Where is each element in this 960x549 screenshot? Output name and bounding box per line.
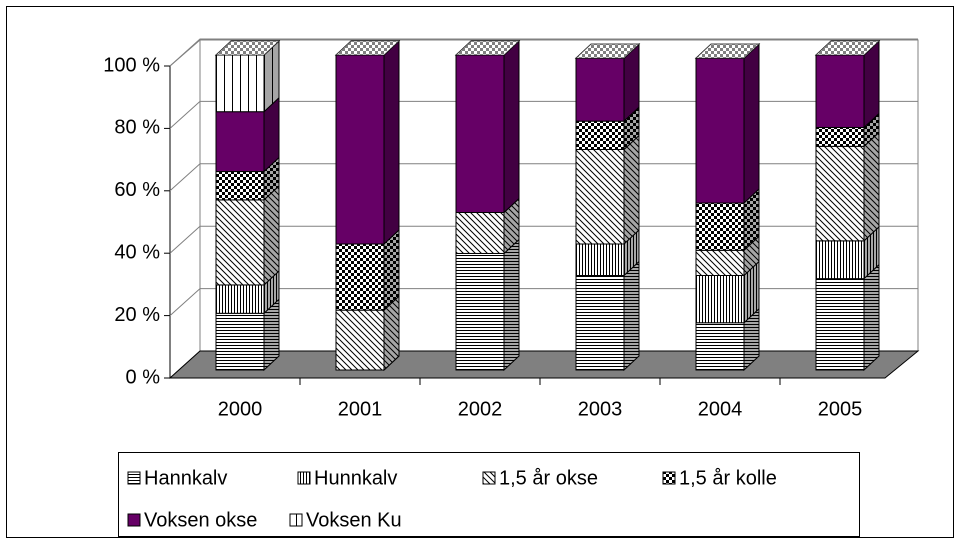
bar-segment bbox=[215, 284, 265, 314]
legend-box bbox=[118, 452, 860, 537]
bar-side-shade bbox=[624, 261, 639, 370]
bar-side-shade bbox=[864, 113, 879, 147]
bar-segment bbox=[695, 202, 745, 251]
bar-segment bbox=[815, 126, 865, 147]
x-tick-label: 2004 bbox=[698, 398, 743, 420]
bar-segment bbox=[575, 120, 625, 151]
bar-side-shade bbox=[744, 189, 759, 251]
bar-segment bbox=[455, 54, 505, 213]
grid-line bbox=[169, 225, 918, 254]
bar-segment bbox=[815, 240, 865, 280]
y-tick-label: 80 % bbox=[114, 117, 160, 139]
bar-side-shade bbox=[624, 135, 639, 244]
y-tick-label: 20 % bbox=[114, 304, 160, 326]
bar-top-shade bbox=[576, 44, 639, 59]
grid-line bbox=[169, 163, 918, 192]
legend-label: Voksen Ku bbox=[306, 509, 402, 531]
bar-segment bbox=[695, 275, 745, 324]
bar-segment bbox=[695, 249, 745, 277]
bar-segment bbox=[215, 312, 265, 371]
bar-segment bbox=[335, 54, 385, 245]
legend-swatch bbox=[297, 471, 311, 485]
plot-walls bbox=[168, 38, 920, 380]
legend-swatch bbox=[289, 513, 303, 527]
legend-swatch bbox=[127, 471, 141, 485]
legend-swatch bbox=[127, 513, 141, 527]
legend-label: Voksen okse bbox=[144, 509, 257, 531]
bar-segment bbox=[215, 171, 265, 201]
bar-segment bbox=[455, 252, 505, 371]
bar-segment bbox=[335, 243, 385, 311]
bar-top-shade bbox=[336, 41, 399, 55]
legend-label: 1,5 år okse bbox=[499, 467, 598, 489]
bar-segment bbox=[215, 111, 265, 173]
bar-top-shade bbox=[816, 41, 879, 55]
y-tick-label: 40 % bbox=[114, 241, 160, 263]
bar-side-shade bbox=[384, 230, 399, 311]
bar-side-shade bbox=[744, 44, 759, 204]
bar-side-shade bbox=[384, 296, 399, 370]
bar-side-shade bbox=[504, 198, 519, 254]
bar-segment bbox=[695, 322, 745, 371]
x-tick-label: 2003 bbox=[578, 398, 623, 420]
legend-label: Hannkalv bbox=[144, 467, 227, 489]
legend-label: 1,5 år kolle bbox=[679, 467, 777, 489]
bar-side-shade bbox=[864, 132, 879, 241]
bar-segment bbox=[575, 57, 625, 122]
bar-segment bbox=[335, 309, 385, 371]
y-tick-label: 60 % bbox=[114, 179, 160, 201]
bar-top-shade bbox=[696, 44, 759, 59]
bar-side-shade bbox=[744, 261, 759, 323]
bar-side-shade bbox=[264, 185, 279, 285]
bar-segment bbox=[575, 275, 625, 371]
bar-side-shade bbox=[504, 239, 519, 370]
bar-side-shade bbox=[744, 236, 759, 276]
bar-segment bbox=[215, 54, 265, 113]
grid-line bbox=[169, 288, 918, 316]
bar-side-shade bbox=[264, 299, 279, 370]
bar-segment bbox=[575, 243, 625, 276]
bar-segment bbox=[815, 278, 865, 371]
grid-line bbox=[169, 38, 918, 67]
bar-side-shade bbox=[264, 97, 279, 172]
bar-segment bbox=[215, 199, 265, 286]
bar-side-shade bbox=[864, 264, 879, 370]
bar-side-shade bbox=[864, 226, 879, 279]
x-tick-label: 2001 bbox=[338, 398, 383, 420]
bar-segment bbox=[695, 57, 745, 204]
legend-swatch bbox=[482, 471, 496, 485]
y-tick-label: 0 % bbox=[126, 366, 161, 388]
grid-line bbox=[169, 100, 918, 129]
y-tick-label: 100 % bbox=[103, 54, 160, 76]
bar-segment bbox=[815, 145, 865, 242]
bar-side-shade bbox=[864, 41, 879, 128]
x-tick-label: 2005 bbox=[818, 398, 863, 420]
bar-top-shade bbox=[216, 41, 279, 55]
bar-segment bbox=[575, 149, 625, 245]
x-tick-label: 2002 bbox=[458, 398, 503, 420]
bar-segment bbox=[815, 54, 865, 128]
x-tick-label: 2000 bbox=[218, 398, 263, 420]
bar-side-shade bbox=[624, 230, 639, 276]
bar-side-shade bbox=[504, 41, 519, 213]
legend-swatch bbox=[662, 471, 676, 485]
bar-side-shade bbox=[744, 308, 759, 370]
bar-side-shade bbox=[384, 41, 399, 244]
bar-top-shade bbox=[456, 41, 519, 55]
bar-side-shade bbox=[624, 44, 639, 122]
bar-side-shade bbox=[264, 41, 279, 112]
bar-segment bbox=[455, 212, 505, 254]
legend-label: Hunnkalv bbox=[314, 467, 397, 489]
